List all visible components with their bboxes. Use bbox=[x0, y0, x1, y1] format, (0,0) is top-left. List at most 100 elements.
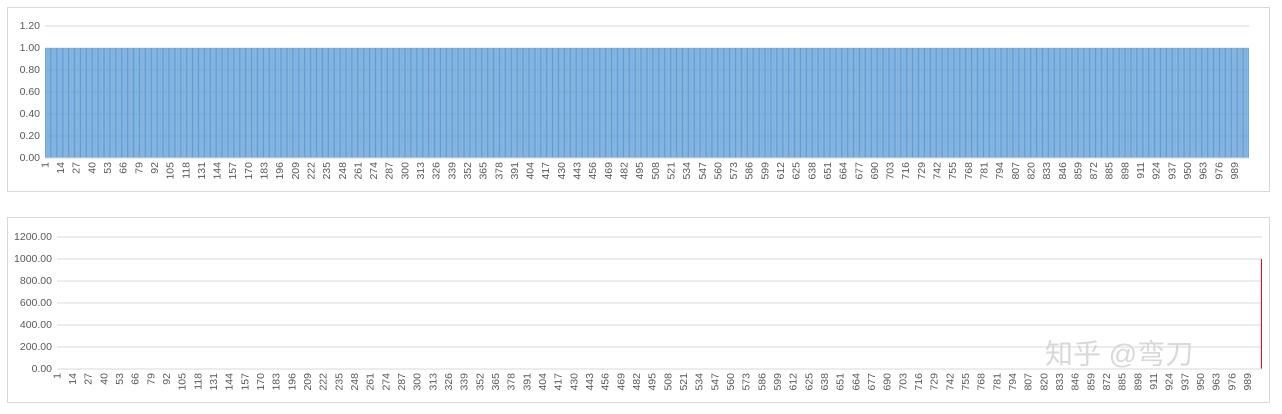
bar bbox=[1086, 48, 1088, 158]
bar bbox=[1092, 48, 1094, 158]
bar bbox=[538, 48, 540, 158]
bar bbox=[1214, 48, 1216, 158]
bar bbox=[237, 48, 239, 158]
bar bbox=[365, 48, 367, 158]
bar bbox=[1131, 48, 1133, 158]
bar bbox=[148, 48, 150, 158]
bar bbox=[873, 48, 875, 158]
bar bbox=[562, 48, 564, 158]
x-tick-label: 898 bbox=[1119, 162, 1131, 180]
bar bbox=[426, 48, 428, 158]
x-tick-label: 14 bbox=[67, 373, 79, 385]
bar bbox=[189, 48, 191, 158]
bar bbox=[1221, 48, 1223, 158]
x-tick-label: 664 bbox=[850, 373, 862, 391]
bar bbox=[431, 48, 433, 158]
bar bbox=[418, 48, 420, 158]
bar bbox=[993, 48, 995, 158]
bar bbox=[688, 48, 690, 158]
bar bbox=[543, 48, 545, 158]
bar bbox=[968, 48, 970, 158]
bar bbox=[224, 48, 226, 158]
bar bbox=[299, 48, 301, 158]
bar bbox=[354, 48, 356, 158]
bar bbox=[366, 48, 368, 158]
bar bbox=[459, 48, 461, 158]
bar bbox=[542, 48, 544, 158]
bar bbox=[107, 48, 109, 158]
bar bbox=[128, 48, 130, 158]
x-tick-label: 196 bbox=[286, 373, 298, 391]
bar bbox=[1076, 48, 1078, 158]
bar bbox=[944, 48, 946, 158]
bar bbox=[921, 48, 923, 158]
bar bbox=[1101, 48, 1102, 158]
bar bbox=[490, 48, 492, 158]
bar bbox=[236, 48, 238, 158]
bar bbox=[1054, 48, 1056, 158]
bar bbox=[843, 48, 845, 158]
bar bbox=[677, 48, 679, 158]
bar bbox=[778, 48, 780, 158]
bar bbox=[647, 48, 649, 158]
bar bbox=[1178, 48, 1180, 158]
bar bbox=[421, 48, 423, 158]
x-tick-label: 755 bbox=[960, 373, 972, 391]
x-tick-label: 495 bbox=[647, 373, 659, 391]
bar bbox=[476, 48, 478, 158]
bar bbox=[478, 48, 480, 158]
bar bbox=[623, 48, 625, 158]
bar bbox=[391, 48, 393, 158]
bar bbox=[252, 48, 254, 158]
bar bbox=[608, 48, 610, 158]
bar bbox=[305, 48, 307, 158]
bar bbox=[632, 48, 634, 158]
bar bbox=[467, 48, 469, 158]
x-tick-label: 352 bbox=[474, 373, 486, 391]
bar bbox=[613, 48, 615, 158]
x-tick-label: 625 bbox=[803, 373, 815, 391]
bar bbox=[718, 48, 720, 158]
bar bbox=[903, 48, 905, 158]
bar bbox=[845, 48, 847, 158]
bar bbox=[662, 48, 664, 158]
bar bbox=[766, 48, 768, 158]
bar bbox=[952, 48, 954, 158]
bar bbox=[825, 48, 827, 158]
bar bbox=[434, 48, 435, 158]
bar bbox=[52, 48, 54, 158]
bar bbox=[1147, 48, 1149, 158]
bar bbox=[344, 48, 346, 158]
bar bbox=[713, 48, 715, 158]
bar bbox=[682, 48, 683, 158]
bar bbox=[1011, 48, 1013, 158]
bar bbox=[281, 48, 283, 158]
bar bbox=[72, 48, 74, 158]
bar bbox=[341, 48, 343, 158]
bar bbox=[82, 48, 84, 158]
bar bbox=[867, 48, 869, 158]
bar bbox=[654, 48, 656, 158]
bar bbox=[535, 48, 537, 158]
bar bbox=[1180, 48, 1182, 158]
bar bbox=[246, 48, 248, 158]
bar bbox=[105, 48, 107, 158]
x-tick-label: 742 bbox=[932, 162, 944, 180]
bar bbox=[470, 48, 472, 158]
bar bbox=[1125, 48, 1127, 158]
bar bbox=[895, 48, 897, 158]
x-tick-label: 131 bbox=[208, 373, 220, 391]
bar bbox=[1046, 48, 1048, 158]
bar bbox=[584, 48, 586, 158]
bar bbox=[518, 48, 520, 158]
bar bbox=[361, 48, 363, 158]
bar bbox=[1144, 48, 1146, 158]
bar bbox=[337, 48, 339, 158]
bar bbox=[757, 48, 759, 158]
bar bbox=[787, 48, 789, 158]
bar bbox=[505, 48, 507, 158]
bar bbox=[792, 48, 794, 158]
bar bbox=[671, 48, 673, 158]
bar bbox=[222, 48, 224, 158]
bar bbox=[568, 48, 570, 158]
